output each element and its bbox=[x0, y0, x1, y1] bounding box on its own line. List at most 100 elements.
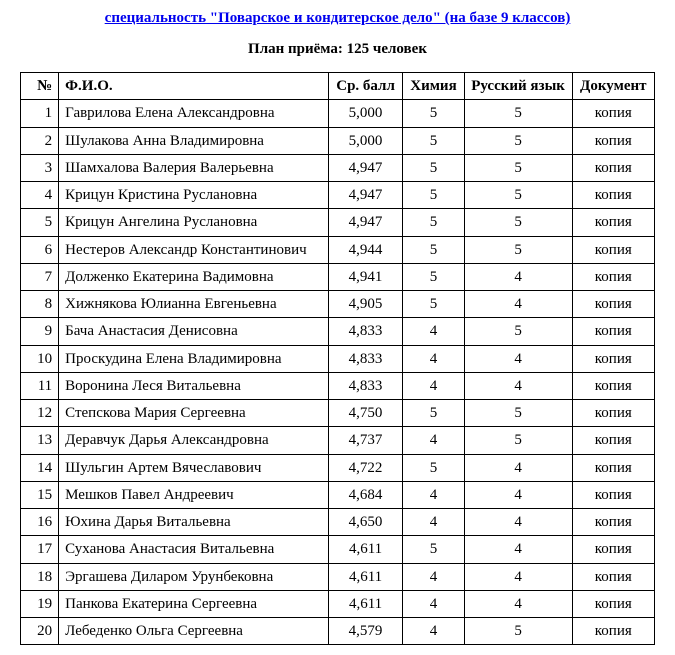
cell-chem: 5 bbox=[403, 100, 464, 127]
cell-rus: 5 bbox=[464, 318, 572, 345]
cell-rus: 5 bbox=[464, 427, 572, 454]
table-row: 1Гаврилова Елена Александровна5,00055коп… bbox=[21, 100, 655, 127]
cell-doc: копия bbox=[572, 454, 654, 481]
cell-number: 10 bbox=[21, 345, 59, 372]
table-row: 11Воронина Леся Витальевна4,83344копия bbox=[21, 372, 655, 399]
cell-rus: 4 bbox=[464, 372, 572, 399]
cell-chem: 5 bbox=[403, 454, 464, 481]
cell-rus: 5 bbox=[464, 127, 572, 154]
cell-number: 14 bbox=[21, 454, 59, 481]
cell-fio: Шульгин Артем Вячеславович bbox=[59, 454, 329, 481]
col-header-fio: Ф.И.О. bbox=[59, 73, 329, 100]
cell-chem: 5 bbox=[403, 400, 464, 427]
cell-chem: 4 bbox=[403, 372, 464, 399]
cell-avg: 5,000 bbox=[328, 100, 402, 127]
cell-rus: 5 bbox=[464, 100, 572, 127]
cell-number: 2 bbox=[21, 127, 59, 154]
cell-doc: копия bbox=[572, 563, 654, 590]
cell-fio: Проскудина Елена Владимировна bbox=[59, 345, 329, 372]
cell-chem: 5 bbox=[403, 263, 464, 290]
cell-rus: 4 bbox=[464, 454, 572, 481]
cell-fio: Долженко Екатерина Вадимовна bbox=[59, 263, 329, 290]
cell-number: 8 bbox=[21, 291, 59, 318]
cell-number: 16 bbox=[21, 509, 59, 536]
cell-chem: 5 bbox=[403, 154, 464, 181]
cell-fio: Шамхалова Валерия Валерьевна bbox=[59, 154, 329, 181]
cell-avg: 4,947 bbox=[328, 182, 402, 209]
col-header-avg: Ср. балл bbox=[328, 73, 402, 100]
table-row: 20Лебеденко Ольга Сергеевна4,57945копия bbox=[21, 618, 655, 645]
cell-number: 1 bbox=[21, 100, 59, 127]
cell-doc: копия bbox=[572, 291, 654, 318]
cell-avg: 4,941 bbox=[328, 263, 402, 290]
table-row: 4Крицун Кристина Руслановна4,94755копия bbox=[21, 182, 655, 209]
admission-plan: План приёма: 125 человек bbox=[20, 41, 655, 58]
cell-rus: 4 bbox=[464, 509, 572, 536]
cell-fio: Панкова Екатерина Сергеевна bbox=[59, 590, 329, 617]
cell-fio: Хижнякова Юлианна Евгеньевна bbox=[59, 291, 329, 318]
cell-number: 11 bbox=[21, 372, 59, 399]
cell-fio: Бача Анастасия Денисовна bbox=[59, 318, 329, 345]
cell-avg: 4,611 bbox=[328, 590, 402, 617]
cell-rus: 4 bbox=[464, 590, 572, 617]
cell-doc: копия bbox=[572, 618, 654, 645]
cell-rus: 4 bbox=[464, 481, 572, 508]
cell-avg: 4,737 bbox=[328, 427, 402, 454]
cell-doc: копия bbox=[572, 481, 654, 508]
specialty-title-link[interactable]: специальность "Поварское и кондитерское … bbox=[20, 10, 655, 27]
cell-number: 15 bbox=[21, 481, 59, 508]
cell-number: 20 bbox=[21, 618, 59, 645]
col-header-number: № bbox=[21, 73, 59, 100]
cell-avg: 4,947 bbox=[328, 209, 402, 236]
cell-chem: 5 bbox=[403, 127, 464, 154]
cell-fio: Воронина Леся Витальевна bbox=[59, 372, 329, 399]
cell-number: 5 bbox=[21, 209, 59, 236]
cell-fio: Гаврилова Елена Александровна bbox=[59, 100, 329, 127]
col-header-rus: Русский язык bbox=[464, 73, 572, 100]
cell-rus: 4 bbox=[464, 563, 572, 590]
cell-number: 17 bbox=[21, 536, 59, 563]
cell-number: 7 bbox=[21, 263, 59, 290]
table-row: 5Крицун Ангелина Руслановна4,94755копия bbox=[21, 209, 655, 236]
cell-doc: копия bbox=[572, 100, 654, 127]
cell-number: 4 bbox=[21, 182, 59, 209]
table-row: 14Шульгин Артем Вячеславович4,72254копия bbox=[21, 454, 655, 481]
cell-fio: Эргашева Диларом Урунбековна bbox=[59, 563, 329, 590]
cell-chem: 4 bbox=[403, 318, 464, 345]
cell-rus: 5 bbox=[464, 400, 572, 427]
cell-number: 3 bbox=[21, 154, 59, 181]
cell-doc: копия bbox=[572, 209, 654, 236]
cell-doc: копия bbox=[572, 182, 654, 209]
cell-avg: 4,650 bbox=[328, 509, 402, 536]
cell-rus: 5 bbox=[464, 236, 572, 263]
cell-doc: копия bbox=[572, 263, 654, 290]
cell-doc: копия bbox=[572, 427, 654, 454]
cell-rus: 5 bbox=[464, 618, 572, 645]
cell-doc: копия bbox=[572, 372, 654, 399]
cell-number: 19 bbox=[21, 590, 59, 617]
cell-chem: 5 bbox=[403, 182, 464, 209]
table-row: 9Бача Анастасия Денисовна4,83345копия bbox=[21, 318, 655, 345]
cell-fio: Крицун Ангелина Руслановна bbox=[59, 209, 329, 236]
cell-rus: 4 bbox=[464, 345, 572, 372]
cell-chem: 5 bbox=[403, 209, 464, 236]
cell-avg: 4,722 bbox=[328, 454, 402, 481]
table-row: 7Долженко Екатерина Вадимовна4,94154копи… bbox=[21, 263, 655, 290]
cell-fio: Суханова Анастасия Витальевна bbox=[59, 536, 329, 563]
cell-doc: копия bbox=[572, 127, 654, 154]
table-row: 2Шулакова Анна Владимировна5,00055копия bbox=[21, 127, 655, 154]
table-row: 13Деравчук Дарья Александровна4,73745коп… bbox=[21, 427, 655, 454]
table-row: 3Шамхалова Валерия Валерьевна4,94755копи… bbox=[21, 154, 655, 181]
cell-avg: 4,833 bbox=[328, 372, 402, 399]
cell-fio: Лебеденко Ольга Сергеевна bbox=[59, 618, 329, 645]
cell-doc: копия bbox=[572, 509, 654, 536]
table-row: 10Проскудина Елена Владимировна4,83344ко… bbox=[21, 345, 655, 372]
cell-chem: 5 bbox=[403, 236, 464, 263]
cell-fio: Степскова Мария Сергеевна bbox=[59, 400, 329, 427]
cell-avg: 5,000 bbox=[328, 127, 402, 154]
cell-fio: Деравчук Дарья Александровна bbox=[59, 427, 329, 454]
table-row: 17Суханова Анастасия Витальевна4,61154ко… bbox=[21, 536, 655, 563]
cell-number: 13 bbox=[21, 427, 59, 454]
cell-avg: 4,611 bbox=[328, 563, 402, 590]
cell-fio: Крицун Кристина Руслановна bbox=[59, 182, 329, 209]
